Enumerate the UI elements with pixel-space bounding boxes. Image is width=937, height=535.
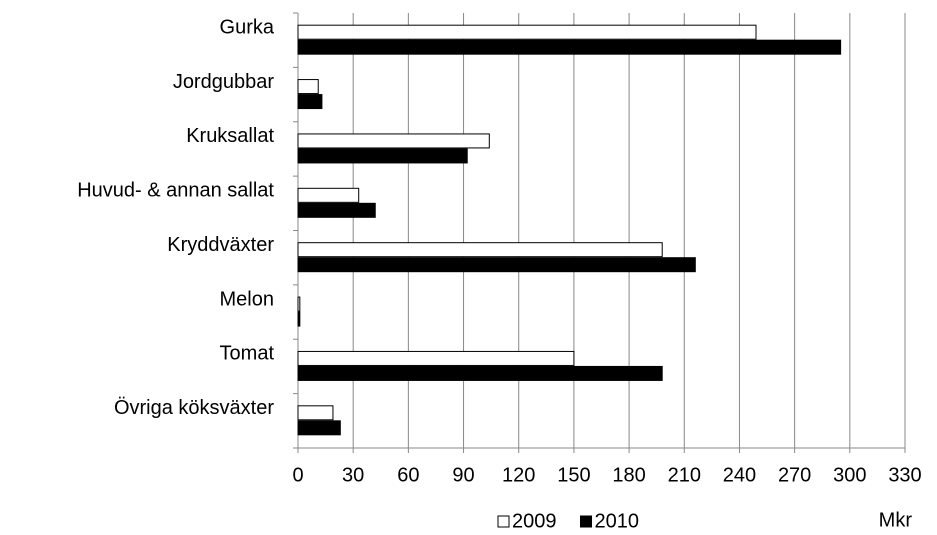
bar: [297, 257, 696, 273]
x-tick-label: 300: [833, 464, 866, 486]
legend-swatch: [580, 515, 592, 528]
y-tick-label: Övriga köksväxter: [114, 397, 274, 419]
bar: [297, 311, 301, 327]
x-tick-label: 180: [612, 464, 645, 486]
bar: [297, 420, 341, 436]
x-tick-label: 240: [723, 464, 756, 486]
x-tick-label: 210: [668, 464, 701, 486]
bar: [297, 79, 319, 95]
x-tick-label: 30: [342, 464, 364, 486]
bar: [297, 350, 575, 366]
bar: [297, 94, 323, 110]
x-tick-label: 330: [888, 464, 921, 486]
bar: [297, 242, 663, 258]
y-tick-label: Kruksallat: [186, 125, 274, 147]
bar: [297, 365, 663, 381]
y-tick-label: Melon: [220, 288, 274, 310]
y-tick-label: Gurka: [220, 16, 275, 38]
x-tick-label: 150: [557, 464, 590, 486]
x-axis-label: Mkr: [879, 509, 913, 531]
x-tick-label: 0: [292, 464, 303, 486]
bar: [297, 24, 757, 40]
bar: [297, 133, 490, 149]
legend-label: 2010: [595, 510, 640, 532]
legend-label: 2009: [512, 510, 557, 532]
y-tick-label: Tomat: [220, 343, 275, 365]
bar: [297, 202, 376, 218]
x-tick-label: 270: [778, 464, 811, 486]
legend-swatch: [497, 515, 510, 528]
x-tick-label: 60: [397, 464, 419, 486]
bar: [297, 148, 468, 164]
y-tick-label: Jordgubbar: [173, 71, 275, 93]
y-tick-label: Kryddväxter: [167, 234, 274, 256]
bar: [297, 39, 842, 55]
bar: [297, 405, 334, 421]
bar: [297, 296, 301, 312]
bar: [297, 187, 360, 203]
x-tick-label: 120: [502, 464, 535, 486]
x-tick-label: 90: [452, 464, 474, 486]
y-tick-label: Huvud- & annan sallat: [77, 180, 274, 202]
